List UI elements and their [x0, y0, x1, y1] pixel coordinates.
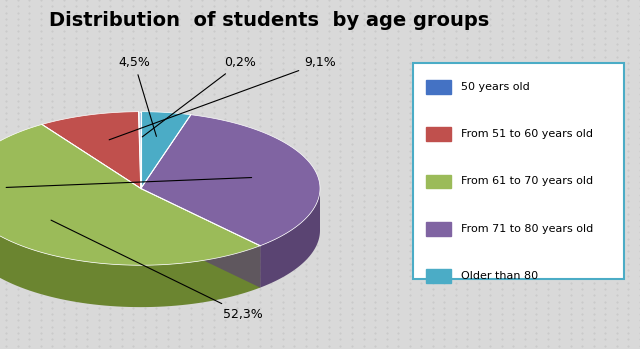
Polygon shape	[141, 188, 260, 288]
Polygon shape	[138, 112, 141, 188]
Bar	[426, 269, 451, 283]
Bar	[426, 80, 451, 94]
Text: From 71 to 80 years old: From 71 to 80 years old	[461, 224, 593, 233]
Bar	[426, 174, 451, 188]
Text: 0,2%: 0,2%	[142, 56, 256, 137]
Text: 33,9%: 33,9%	[0, 178, 252, 195]
Polygon shape	[0, 189, 260, 307]
Text: Distribution  of students  by age groups: Distribution of students by age groups	[49, 12, 489, 30]
Polygon shape	[141, 112, 191, 188]
Text: From 61 to 70 years old: From 61 to 70 years old	[461, 177, 593, 186]
Polygon shape	[141, 115, 320, 246]
Text: From 51 to 60 years old: From 51 to 60 years old	[461, 129, 593, 139]
Text: Older than 80: Older than 80	[461, 271, 538, 281]
Polygon shape	[0, 125, 260, 265]
Bar	[413, 63, 624, 279]
Bar	[426, 222, 451, 236]
Text: 50 years old: 50 years old	[461, 82, 529, 92]
Text: 9,1%: 9,1%	[109, 56, 336, 140]
Bar	[426, 127, 451, 141]
Polygon shape	[42, 112, 141, 188]
Text: 4,5%: 4,5%	[118, 56, 156, 136]
Polygon shape	[141, 188, 260, 288]
Polygon shape	[260, 189, 320, 288]
Text: 52,3%: 52,3%	[51, 220, 263, 321]
